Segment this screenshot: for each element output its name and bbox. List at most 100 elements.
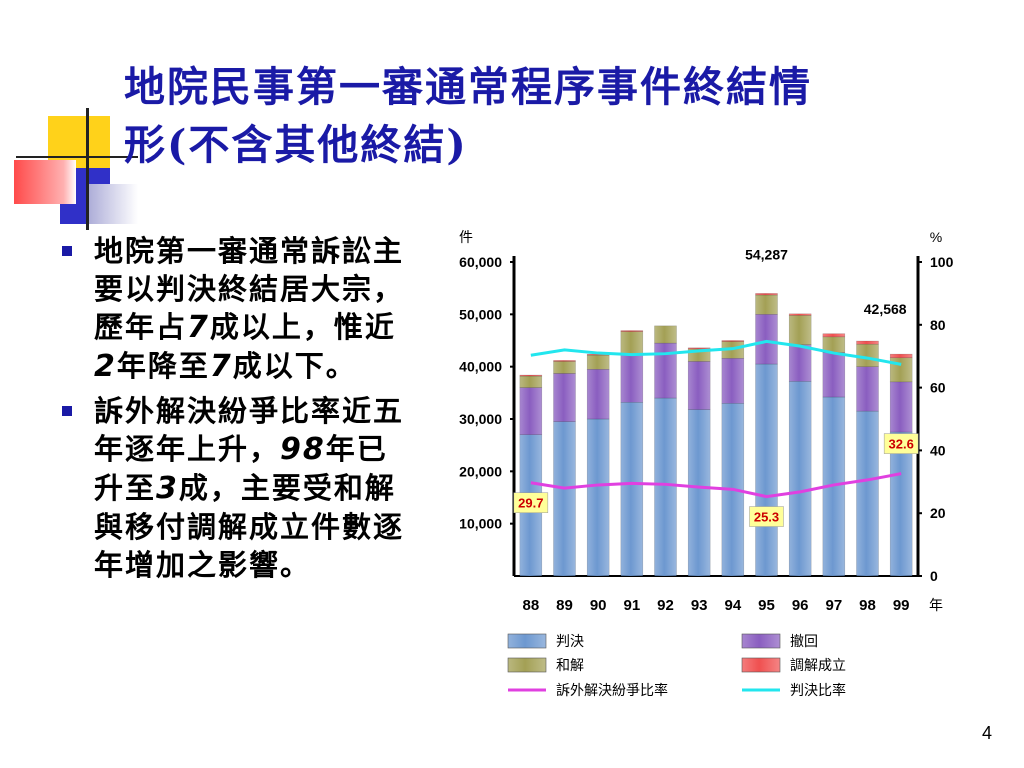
legend-swatch [741, 657, 781, 673]
bullet-text-part: 年降至 [116, 349, 210, 383]
bar-segment [822, 352, 846, 398]
x-tick-label: 99 [893, 597, 910, 614]
left-tick-label: 20,000 [459, 463, 502, 479]
bar-segment [519, 374, 543, 377]
bullet-square-icon [62, 406, 72, 416]
deco-shadow-square [86, 184, 138, 224]
x-tick-label: 92 [657, 597, 674, 614]
bar-segment [586, 369, 610, 420]
bullet-text: 地院第一審通常訴訟主要以判決終結居大宗，歷年占7成以上，惟近2年降至7成以下。 [94, 232, 414, 386]
legend-swatch [507, 633, 547, 649]
bar-segment [553, 373, 576, 422]
bar-segment [788, 313, 812, 316]
bar-segment [620, 331, 644, 355]
bar-segment [788, 344, 812, 382]
line-series [530, 472, 902, 499]
bullet-number: 7 [187, 310, 210, 345]
left-tick-label: 30,000 [459, 411, 502, 427]
bar-segment [755, 314, 778, 365]
line-value-badge [749, 506, 784, 527]
right-tick-label: 80 [930, 317, 946, 333]
bar-segment [755, 363, 778, 577]
x-tick-label: 91 [623, 597, 640, 614]
line-series [530, 339, 902, 366]
line-value-label: 32.6 [889, 437, 914, 452]
bar-segment [620, 402, 644, 577]
bar-segment [856, 340, 879, 345]
stacked-bar-line-chart: 10,000 20,000 30,000 40,000 50,000 60,000 0 20 4… [459, 229, 954, 698]
legend-label: 判決 [556, 633, 584, 649]
bar-segment [856, 366, 879, 412]
legend-label: 訴外解決紛爭比率 [556, 682, 668, 698]
line-value-label: 25.3 [754, 510, 779, 525]
bar-total-label: 42,568 [864, 301, 907, 317]
bullet-text-part: 地院第一審通常訴訟主要以判決終結居大宗，歷年占 [94, 234, 405, 344]
right-tick-label: 0 [930, 568, 938, 584]
bar-segment [687, 409, 711, 577]
right-tick-label: 100 [930, 254, 954, 270]
bullet-text-part: 年已升至 [94, 432, 388, 505]
bullet-number: 7 [209, 349, 233, 384]
bar-segment [620, 330, 644, 332]
bar-segment [856, 343, 879, 367]
bar-segment [586, 418, 610, 577]
legend-label: 和解 [556, 657, 584, 673]
bullet-text-part: 成以下。 [232, 349, 357, 383]
legend-label: 撤回 [790, 633, 818, 649]
x-tick-label: 93 [691, 597, 708, 614]
deco-red-square [14, 160, 76, 204]
bar-segment [889, 357, 913, 383]
left-axis-unit: 件 [459, 229, 473, 245]
bar-segment [755, 293, 778, 296]
left-tick-label: 40,000 [459, 359, 502, 375]
x-tick-label: 94 [724, 597, 741, 614]
page-number: 4 [981, 723, 992, 743]
bar-segment [687, 347, 711, 350]
deco-horizontal-line [16, 156, 138, 158]
legend-label: 調解成立 [790, 657, 846, 673]
bullet-square-icon [62, 246, 72, 256]
bar-segment [788, 381, 812, 577]
bullet-text-part: 成，主要受和解與移付調解成立件數逐年增加之影響。 [94, 471, 405, 582]
bullet-text: 訴外解決紛爭比率近五年逐年上升，98年已升至3成，主要受和解與移付調解成立件數逐… [94, 392, 414, 584]
bar-segment [721, 358, 745, 404]
bar-segment [553, 421, 576, 577]
bar-segment [755, 294, 778, 315]
left-tick-label: 50,000 [459, 306, 502, 322]
bar-total-label: 54,287 [745, 246, 788, 262]
x-tick-label: 95 [758, 597, 775, 614]
bar-segment [721, 340, 745, 342]
bullet-item: 訴外解決紛爭比率近五年逐年上升，98年已升至3成，主要受和解與移付調解成立件數逐… [62, 392, 432, 584]
bar-segment [620, 353, 644, 403]
bar-segment [654, 342, 677, 399]
legend-label: 判決比率 [790, 682, 846, 698]
line-value-label: 29.7 [518, 496, 543, 511]
slide-title: 地院民事第一審通常程序事件終結情 形(不含其他終結) [124, 58, 1004, 174]
bar-segment [654, 397, 677, 577]
bar-segment [687, 361, 711, 410]
legend-swatch [507, 657, 547, 673]
bullet-number: 2 [94, 349, 117, 384]
bar-segment [519, 387, 543, 435]
left-tick-label: 10,000 [459, 516, 502, 532]
bullet-list: 地院第一審通常訴訟主要以判決終結居大宗，歷年占7成以上，惟近2年降至7成以下。訴… [62, 232, 432, 590]
x-tick-label: 90 [590, 597, 607, 614]
left-tick-label: 60,000 [459, 254, 502, 270]
deco-vertical-line [86, 108, 89, 230]
bullet-number: 98 [280, 432, 326, 467]
x-tick-label: 97 [825, 597, 842, 614]
right-tick-label: 60 [930, 380, 946, 396]
right-axis-unit: % [930, 229, 942, 245]
bar-segment [788, 315, 812, 345]
x-tick-label: 88 [522, 597, 539, 614]
bar-segment [553, 361, 576, 374]
x-tick-label: 89 [556, 597, 573, 614]
bar-segment [889, 353, 913, 359]
bullet-number: 3 [156, 471, 179, 506]
x-tick-label: 96 [792, 597, 809, 614]
bar-segment [553, 360, 576, 362]
bullet-text-part: 訴外解決紛爭比率近五年逐年上升， [94, 394, 405, 466]
bar-segment [519, 375, 543, 388]
bar-segment [654, 325, 677, 344]
line-value-badge [513, 492, 549, 513]
